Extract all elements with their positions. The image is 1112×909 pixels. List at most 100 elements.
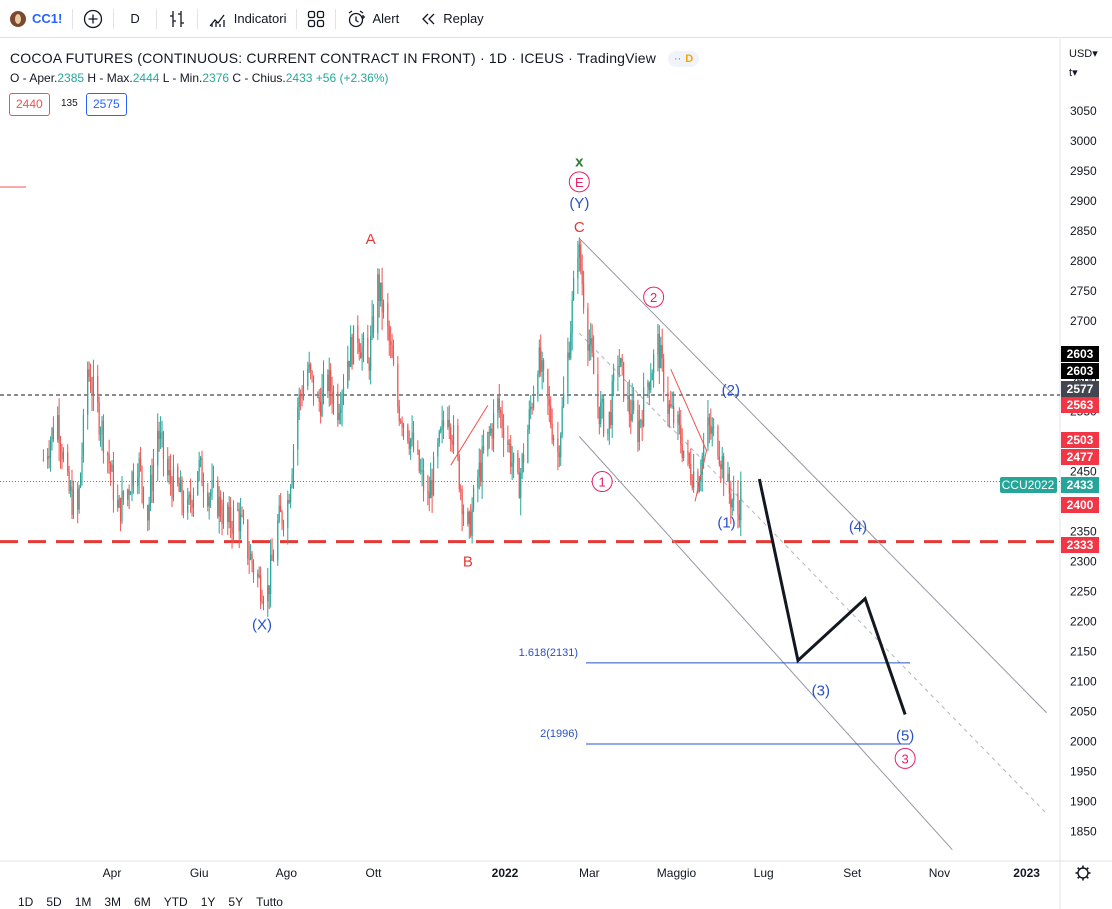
price-label: 2603 [1067, 364, 1094, 378]
candle-body [351, 337, 353, 365]
candle-body [698, 481, 700, 492]
candle-body [118, 498, 120, 508]
candle-body [500, 410, 502, 414]
candle-body [101, 420, 103, 434]
candle-body [321, 387, 323, 416]
chart-type-button[interactable] [157, 0, 197, 38]
candle-body [128, 489, 130, 495]
candle-body [442, 420, 445, 427]
close-value: 2433 [285, 71, 313, 85]
gear-tooth [1085, 875, 1089, 879]
candle-body [142, 487, 145, 506]
price-label: 2503 [1067, 433, 1094, 447]
interval-button[interactable]: D [114, 0, 155, 38]
candle-body [683, 450, 685, 458]
wave-label: A [366, 231, 376, 248]
candle-body [680, 424, 682, 445]
candle-body [590, 338, 592, 345]
price-label-bg [1061, 432, 1099, 448]
candle-body [212, 480, 215, 482]
candle-body [427, 491, 429, 493]
gear-tooth [1077, 867, 1081, 871]
high-label: H - Max. [87, 71, 133, 85]
range-3m[interactable]: 3M [104, 895, 122, 909]
plus-circle-icon [84, 9, 103, 28]
range-all[interactable]: Tutto [256, 895, 283, 909]
candle-body [357, 325, 359, 344]
candle-body [583, 284, 585, 308]
candle-body [378, 274, 380, 302]
candle-body [532, 396, 535, 408]
candle-body [332, 391, 335, 404]
candle-body [677, 414, 679, 424]
wave-label: x [575, 153, 584, 170]
x-tick-label: Nov [929, 866, 950, 880]
sell-button[interactable]: 2440 [9, 93, 50, 116]
candle-body [482, 446, 485, 451]
currency-selector[interactable]: USD▾ [1069, 47, 1098, 60]
range-1m[interactable]: 1M [74, 895, 92, 909]
toolbar-divider [196, 8, 198, 29]
indicators-button[interactable]: Indicatori [198, 0, 297, 38]
candle-body [242, 515, 245, 520]
candle-body [531, 407, 533, 409]
x-tick-label: Ago [276, 866, 298, 880]
candle-body [713, 426, 715, 428]
candle-body [577, 257, 579, 279]
candle-body [688, 453, 690, 464]
candle-body [198, 460, 200, 472]
candle-body [391, 344, 393, 358]
candle-body [91, 390, 93, 396]
candle-body [102, 420, 105, 454]
candle-body [119, 498, 122, 522]
wave-label-circle [591, 471, 613, 493]
range-5d[interactable]: 5D [46, 895, 62, 909]
price-label: 2400 [1067, 498, 1094, 512]
candle-body [608, 411, 610, 429]
symbol-search-button[interactable]: CC1! [0, 0, 72, 38]
low-value: 2376 [202, 71, 230, 85]
wave-label-circle [568, 171, 590, 193]
candle-body [318, 397, 320, 402]
alert-button[interactable]: Alert [336, 0, 409, 38]
candle-body [87, 369, 89, 415]
range-5y[interactable]: 5Y [228, 895, 244, 909]
candle-body [430, 480, 432, 499]
settings-gear-icon [1075, 865, 1091, 881]
candle-body [720, 464, 722, 470]
candle-body [42, 459, 45, 461]
candle-body [730, 493, 732, 508]
range-1y[interactable]: 1Y [200, 895, 216, 909]
y-tick-label: 2700 [1070, 314, 1097, 328]
candle-body [512, 453, 515, 463]
candle-body [168, 470, 170, 476]
y-tick-label: 2800 [1070, 254, 1097, 268]
compare-symbol-button[interactable] [73, 0, 113, 38]
range-1d[interactable]: 1D [18, 895, 34, 909]
candle-body [701, 456, 703, 475]
replay-button[interactable]: Replay [409, 0, 493, 38]
candle-body [597, 374, 599, 407]
candle-body [247, 519, 249, 559]
candle-body [661, 345, 663, 359]
candle-body [187, 498, 189, 513]
candle-body [268, 585, 270, 594]
candle-body [341, 393, 343, 410]
range-6m[interactable]: 6M [134, 895, 151, 909]
candle-body [301, 396, 303, 399]
price-chart[interactable]: 3050300029502900285028002750270026502600… [0, 39, 1112, 909]
candle-body [740, 481, 742, 521]
candle-body [331, 391, 333, 404]
range-ytd[interactable]: YTD [163, 895, 188, 909]
chevron-down-icon: ▾ [1072, 67, 1078, 79]
candle-body [557, 438, 559, 453]
legend-title: COCOA FUTURES (CONTINUOUS: CURRENT CONTR… [10, 50, 657, 66]
delay-pill[interactable]: ·· D [667, 51, 700, 68]
layouts-button[interactable] [297, 0, 335, 38]
chart-pane[interactable]: 3050300029502900285028002750270026502600… [0, 39, 1112, 909]
unit-selector[interactable]: t▾ [1069, 66, 1078, 79]
candle-body [663, 358, 665, 393]
candle-body [250, 553, 252, 560]
gear-tooth [1077, 875, 1081, 879]
buy-button[interactable]: 2575 [86, 93, 127, 116]
